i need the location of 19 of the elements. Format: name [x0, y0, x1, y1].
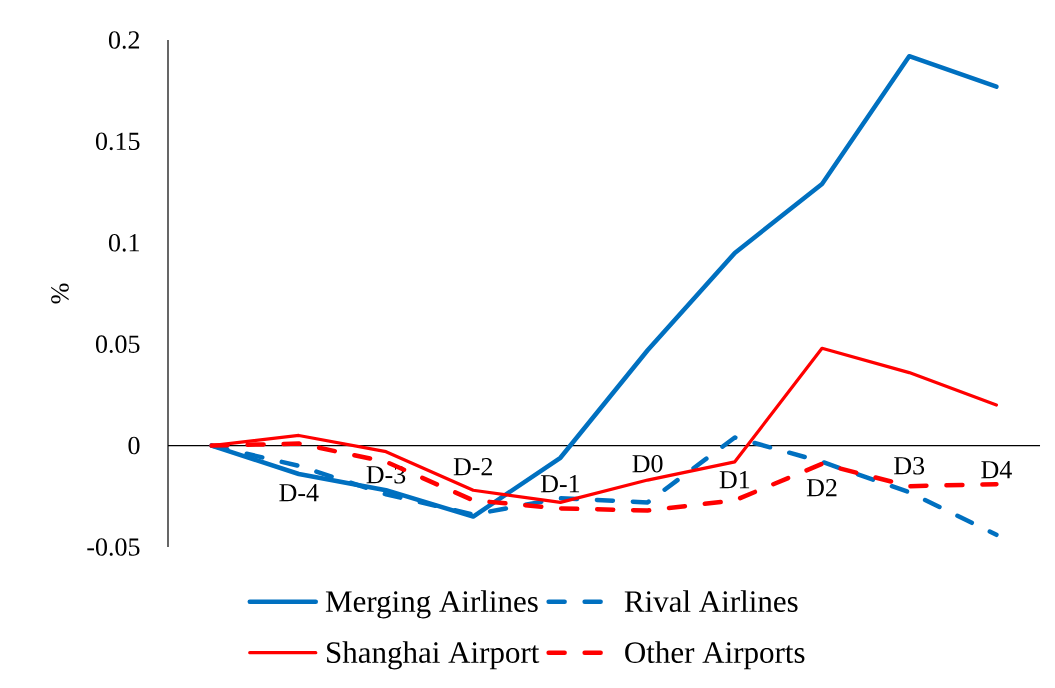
x-tick-label: D-2: [453, 457, 492, 476]
x-tick-label: D-1: [540, 475, 580, 493]
x-tick-label: D2: [806, 478, 837, 497]
y-tick-label: 0.2: [108, 31, 140, 49]
y-tick-label: 0.15: [95, 132, 140, 151]
y-tick-label: 0.05: [95, 335, 140, 354]
y-axis-title: %: [51, 283, 69, 304]
x-tick-label: D1: [719, 471, 750, 489]
y-tick-label: 0.1: [108, 233, 139, 252]
legend-label: Other Airports: [625, 641, 805, 670]
x-tick-label: D-4: [279, 484, 319, 502]
legend-label: Shanghai Airport: [327, 641, 540, 670]
legend-label: Merging Airlines: [325, 590, 538, 619]
x-tick-label: D3: [894, 456, 925, 475]
y-tick-label: -0.05: [87, 538, 140, 556]
x-tick-label: D4: [981, 461, 1012, 479]
legend-label: Rival Airlines: [624, 590, 798, 613]
y-tick-label: 0: [128, 436, 140, 455]
x-tick-label: D0: [632, 454, 663, 473]
